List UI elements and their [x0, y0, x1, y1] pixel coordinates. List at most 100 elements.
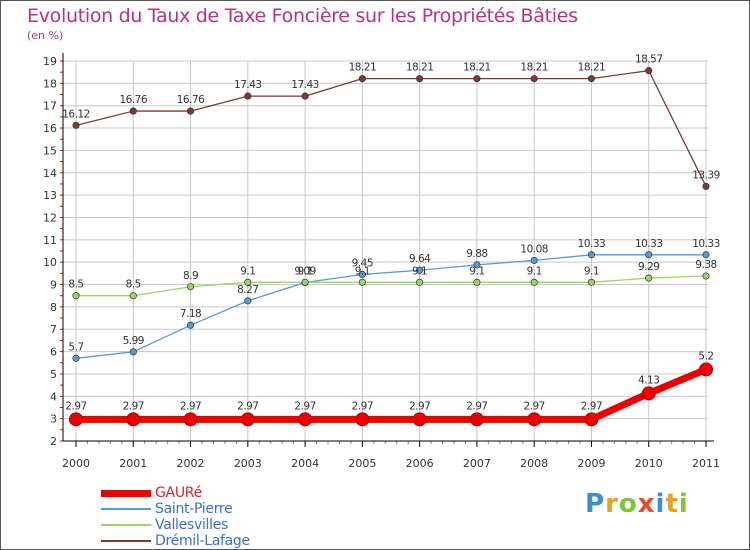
chart-title: Evolution du Taux de Taxe Foncière sur l… — [27, 5, 578, 27]
data-point-saint-pierre — [416, 266, 424, 274]
data-point-saint-pierre — [358, 270, 366, 279]
x-tick-label: 2005 — [348, 457, 376, 470]
y-tick-label: 4 — [50, 390, 57, 403]
y-tick-label: 7 — [50, 323, 57, 336]
data-label-gaure: 4.13 — [638, 374, 659, 386]
x-tick-label: 2008 — [520, 457, 548, 470]
legend-label: GAURé — [155, 485, 202, 501]
y-tick-label: 3 — [50, 413, 57, 426]
data-label-vallesvilles: 9.1 — [527, 265, 542, 277]
x-tick-label: 2007 — [463, 457, 491, 470]
y-tick-label: 12 — [43, 211, 57, 224]
data-point-gaure — [69, 412, 83, 427]
chart-unit-label: (en %) — [27, 29, 64, 42]
data-point-gaure — [641, 386, 656, 401]
x-tick-label: 2010 — [635, 457, 663, 470]
y-tick-label: 11 — [43, 234, 57, 247]
x-tick-label: 2006 — [406, 457, 434, 470]
series-line-saint-pierre — [75, 254, 707, 359]
data-point-dremil-lafage — [473, 75, 481, 83]
data-label-dremil-lafage: 18.21 — [349, 62, 377, 74]
data-point-vallesvilles — [244, 278, 252, 286]
series-line-gaure — [72, 365, 710, 423]
data-point-saint-pierre — [587, 251, 596, 259]
data-point-saint-pierre — [645, 251, 653, 259]
data-label-vallesvilles: 9.1 — [584, 265, 599, 277]
data-point-vallesvilles — [358, 278, 366, 286]
y-tick-label: 10 — [43, 256, 57, 269]
data-point-dremil-lafage — [72, 121, 80, 129]
data-point-vallesvilles — [301, 278, 309, 286]
y-tick-label: 13 — [43, 189, 57, 202]
data-point-vallesvilles — [186, 283, 195, 291]
data-point-dremil-lafage — [301, 92, 309, 100]
data-point-gaure — [355, 412, 370, 427]
y-tick-label: 2 — [50, 435, 57, 448]
data-label-saint-pierre: 9.45 — [352, 257, 373, 269]
series-line-vallesvilles — [75, 275, 707, 297]
data-point-vallesvilles — [702, 272, 710, 280]
x-tick-label: 2004 — [291, 457, 319, 470]
y-tick-label: 16 — [43, 122, 57, 135]
y-tick-label: 18 — [43, 77, 57, 90]
data-label-gaure: 5.2 — [698, 350, 713, 362]
data-label-saint-pierre: 10.33 — [692, 238, 720, 250]
data-label-gaure: 2.97 — [65, 400, 86, 412]
data-point-dremil-lafage — [186, 107, 195, 115]
data-label-dremil-lafage: 18.21 — [578, 62, 606, 74]
data-label-gaure: 2.97 — [180, 400, 201, 412]
data-point-dremil-lafage — [358, 75, 366, 83]
y-tick-label: 14 — [43, 167, 57, 180]
x-tick-label: 2002 — [177, 457, 205, 470]
data-point-vallesvilles — [645, 274, 653, 282]
data-label-vallesvilles: 9.1 — [355, 265, 370, 277]
data-point-saint-pierre — [702, 251, 710, 259]
data-label-gaure: 2.97 — [123, 400, 144, 412]
logo-letter: t — [665, 489, 679, 519]
data-label-gaure: 2.97 — [294, 400, 315, 412]
data-label-vallesvilles: 8.5 — [126, 279, 141, 291]
data-label-gaure: 2.97 — [466, 400, 487, 412]
legend-swatch — [101, 489, 151, 497]
data-label-vallesvilles: 8.9 — [183, 270, 198, 282]
legend-item-gaure: GAURé — [101, 485, 250, 501]
data-label-gaure: 2.97 — [237, 400, 258, 412]
data-point-vallesvilles — [416, 278, 424, 286]
data-label-saint-pierre: 8.27 — [237, 284, 258, 296]
y-tick-label: 9 — [50, 279, 57, 292]
data-label-dremil-lafage: 18.21 — [463, 62, 491, 74]
data-point-vallesvilles — [473, 278, 481, 286]
data-label-vallesvilles: 9.29 — [638, 261, 659, 273]
data-point-saint-pierre — [186, 321, 195, 329]
data-point-vallesvilles — [129, 292, 137, 300]
data-point-dremil-lafage — [530, 75, 538, 83]
data-point-gaure — [183, 412, 198, 427]
data-point-gaure — [527, 412, 542, 427]
data-label-dremil-lafage: 18.57 — [635, 54, 663, 66]
data-point-saint-pierre — [530, 256, 538, 264]
data-label-saint-pierre: 9.88 — [466, 248, 487, 260]
logo-letter: i — [678, 489, 689, 519]
legend-swatch — [101, 508, 151, 510]
data-point-dremil-lafage — [416, 75, 424, 83]
y-tick-label: 5 — [50, 368, 57, 381]
data-point-gaure — [240, 412, 255, 427]
legend-item-vallesvilles: Vallesvilles — [101, 517, 250, 533]
data-point-gaure — [412, 412, 427, 427]
data-label-gaure: 2.97 — [581, 400, 602, 412]
data-point-dremil-lafage — [702, 182, 710, 190]
legend-label: Saint-Pierre — [155, 501, 233, 517]
data-point-saint-pierre — [129, 348, 137, 356]
logo-letter: P — [585, 489, 606, 519]
y-tick-label: 6 — [50, 346, 57, 359]
legend-swatch — [101, 524, 151, 526]
data-label-dremil-lafage: 17.43 — [234, 79, 262, 91]
data-point-saint-pierre — [244, 297, 252, 305]
logo-letter: o — [618, 489, 638, 519]
data-label-saint-pierre: 10.33 — [578, 238, 606, 250]
y-tick-label: 15 — [43, 144, 57, 157]
x-tick-label: 2000 — [62, 457, 90, 470]
logo-letter: r — [605, 489, 619, 519]
